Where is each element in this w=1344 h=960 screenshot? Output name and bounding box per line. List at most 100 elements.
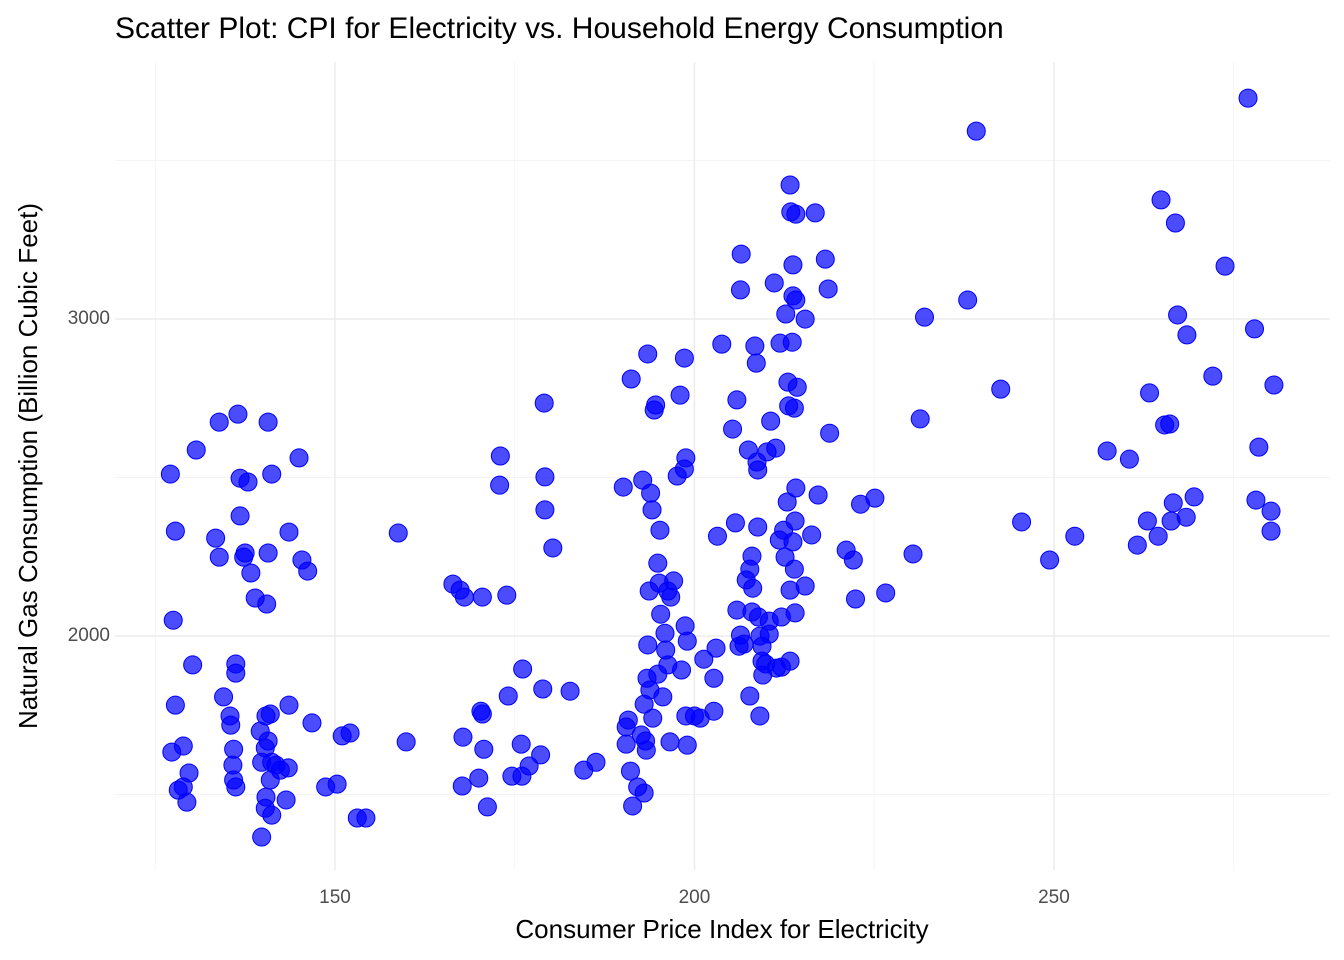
point xyxy=(535,467,555,487)
point xyxy=(396,732,416,752)
point xyxy=(1215,256,1235,276)
point xyxy=(388,523,408,543)
point xyxy=(915,307,935,327)
point xyxy=(643,708,663,728)
point xyxy=(472,704,492,724)
y-tick-label: 3000 xyxy=(68,308,110,329)
point xyxy=(535,500,555,520)
point xyxy=(1165,213,1185,233)
point xyxy=(616,734,636,754)
point xyxy=(748,517,768,537)
point xyxy=(618,710,638,730)
y-tick-label: 2000 xyxy=(68,625,110,646)
point xyxy=(340,723,360,743)
point xyxy=(183,655,203,675)
point xyxy=(748,460,768,480)
point xyxy=(228,404,248,424)
point xyxy=(1127,535,1147,555)
point xyxy=(298,561,318,581)
point xyxy=(226,663,246,683)
point xyxy=(766,438,786,458)
point xyxy=(621,369,641,389)
point xyxy=(707,526,727,546)
point xyxy=(731,244,751,264)
point xyxy=(734,634,754,654)
point xyxy=(327,774,347,794)
point xyxy=(469,768,489,788)
point xyxy=(258,412,278,432)
point xyxy=(260,704,280,724)
point xyxy=(586,752,606,772)
point xyxy=(356,808,376,828)
point xyxy=(704,668,724,688)
point xyxy=(511,734,531,754)
point xyxy=(186,440,206,460)
point xyxy=(519,756,539,776)
point xyxy=(1184,487,1204,507)
point xyxy=(704,701,724,721)
point xyxy=(1176,507,1196,527)
point xyxy=(745,336,765,356)
point xyxy=(820,423,840,443)
point xyxy=(785,603,805,623)
point xyxy=(742,546,762,566)
point xyxy=(238,472,258,492)
point xyxy=(1261,521,1281,541)
point xyxy=(276,790,296,810)
point xyxy=(818,279,838,299)
point xyxy=(786,290,806,310)
x-axis-label: Consumer Price Index for Electricity xyxy=(515,914,928,944)
point xyxy=(776,304,796,324)
point xyxy=(453,727,473,747)
point xyxy=(805,203,825,223)
point xyxy=(209,547,229,567)
point xyxy=(262,805,282,825)
point xyxy=(646,395,666,415)
point xyxy=(477,797,497,817)
x-tick-label: 200 xyxy=(679,887,711,908)
point xyxy=(1148,526,1168,546)
point xyxy=(1140,383,1160,403)
point xyxy=(677,631,697,651)
point xyxy=(650,520,670,540)
point xyxy=(642,500,662,520)
point xyxy=(623,796,643,816)
point xyxy=(783,255,803,275)
point xyxy=(209,412,229,432)
point xyxy=(712,334,732,354)
chart-title: Scatter Plot: CPI for Electricity vs. Ho… xyxy=(115,12,1004,45)
point xyxy=(706,638,726,658)
point xyxy=(743,578,763,598)
point xyxy=(258,543,278,563)
point xyxy=(784,398,804,418)
point xyxy=(1168,305,1188,325)
point xyxy=(674,348,694,368)
point xyxy=(262,464,282,484)
point xyxy=(543,538,563,558)
point xyxy=(876,583,896,603)
point xyxy=(1137,511,1157,531)
point xyxy=(725,513,745,533)
point xyxy=(241,563,261,583)
point xyxy=(1264,375,1284,395)
point xyxy=(230,506,250,526)
point xyxy=(787,377,807,397)
point xyxy=(795,309,815,329)
point xyxy=(641,483,661,503)
point xyxy=(783,532,803,552)
point xyxy=(224,739,244,759)
point xyxy=(454,587,474,607)
point xyxy=(846,589,866,609)
point xyxy=(651,604,671,624)
point xyxy=(966,121,986,141)
point xyxy=(258,731,278,751)
point xyxy=(865,488,885,508)
point xyxy=(452,776,472,796)
point xyxy=(764,273,784,293)
point xyxy=(730,280,750,300)
point xyxy=(226,777,246,797)
point xyxy=(958,290,978,310)
point xyxy=(740,686,760,706)
